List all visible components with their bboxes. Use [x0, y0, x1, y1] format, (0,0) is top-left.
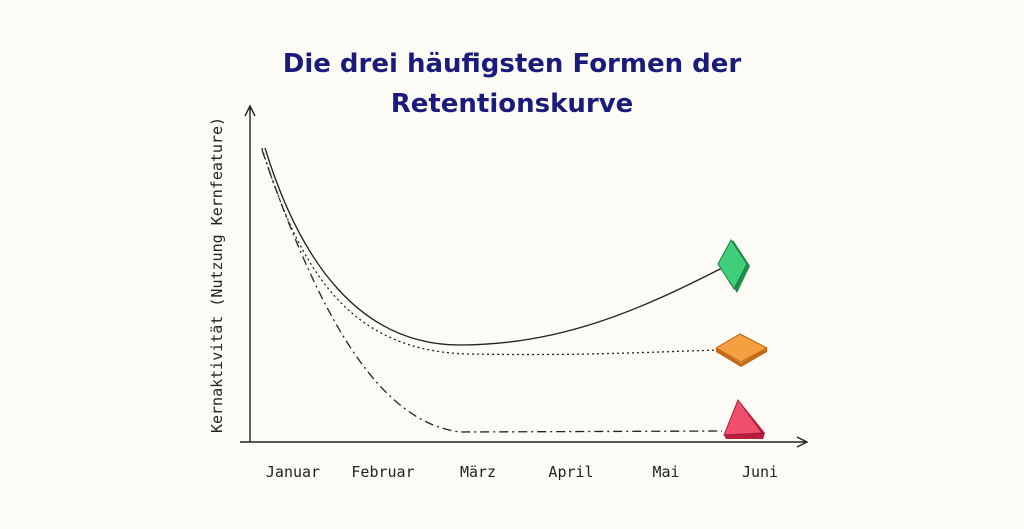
x-label: Februar	[351, 463, 414, 481]
orange-rhombus	[714, 333, 769, 367]
x-label: Mai	[652, 463, 679, 481]
x-label: Januar	[266, 463, 320, 481]
green-diamond	[717, 239, 750, 293]
x-labels: Januar Februar März April Mai Juni	[266, 463, 778, 481]
x-label: März	[460, 463, 496, 481]
red-triangle	[723, 398, 765, 439]
y-axis	[244, 104, 256, 442]
axes	[240, 104, 809, 448]
title-line: Die drei häufigsten Formen der	[283, 49, 742, 79]
curve-growth	[264, 147, 723, 346]
x-axis	[240, 436, 809, 448]
x-label: April	[548, 463, 593, 481]
x-label: Juni	[742, 463, 778, 481]
curve-decline	[261, 149, 723, 433]
y-axis-label: Kernaktivität (Nutzung Kernfeature)	[208, 117, 226, 433]
title-line: Retentionskurve	[391, 89, 634, 119]
